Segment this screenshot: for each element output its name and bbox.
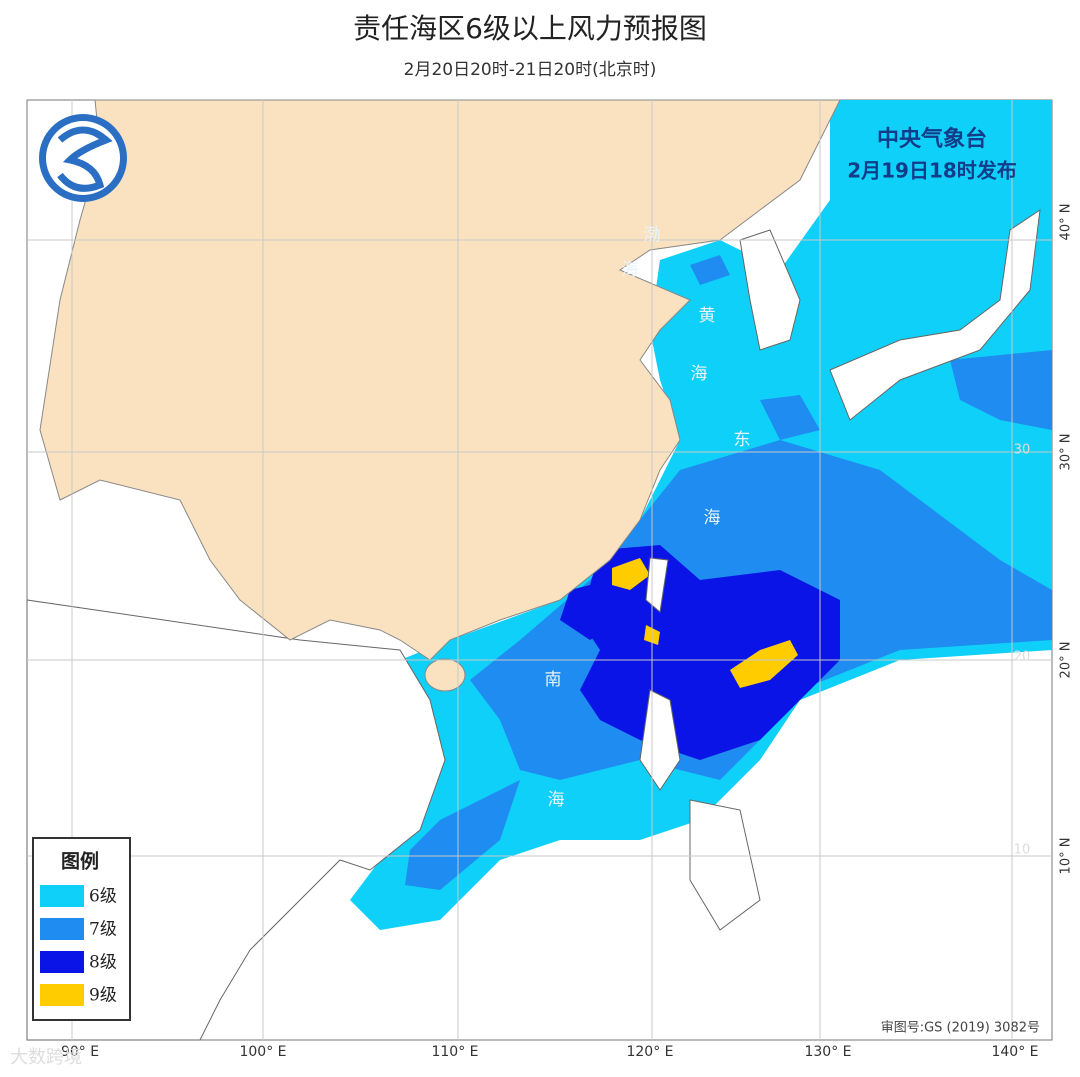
legend-swatch <box>40 984 84 1006</box>
land-hainan <box>424 658 466 692</box>
map: 渤 海 黄 海 东 海 南 海 30 20 10 <box>26 99 1053 1041</box>
logo <box>39 114 127 202</box>
land-japan <box>829 208 1041 421</box>
level-8-area <box>560 545 840 760</box>
lon-label: 130° E <box>804 1044 851 1060</box>
sea-label: 海 <box>548 790 565 810</box>
sea-label: 黄 <box>699 306 716 326</box>
issue-time: 2月19日18时发布 <box>847 159 1017 183</box>
legend-label: 8级 <box>89 953 117 973</box>
lat-label: 10° N <box>1059 838 1074 875</box>
grid-label: 10 <box>1014 843 1031 858</box>
sea-label: 海 <box>691 364 708 384</box>
legend-label: 7级 <box>89 920 117 940</box>
legend-label: 9级 <box>89 986 117 1006</box>
sea-label: 海 <box>704 508 721 528</box>
sea-label: 南 <box>545 670 562 690</box>
grid-label: 30 <box>1014 443 1031 458</box>
level-7-area <box>405 255 1052 890</box>
land-philippines <box>639 689 761 931</box>
legend-label: 6级 <box>89 887 117 907</box>
level-9-area <box>612 558 798 688</box>
lon-label: 100° E <box>239 1044 286 1060</box>
watermark: 大数跨境 <box>10 1047 82 1068</box>
sea-label: 东 <box>734 430 751 450</box>
legend-swatch <box>40 918 84 940</box>
title: 责任海区6级以上风力预报图 <box>353 12 707 45</box>
lat-label: 40° N <box>1059 204 1074 241</box>
legend-swatch <box>40 951 84 973</box>
lon-label: 140° E <box>991 1044 1038 1060</box>
legend-swatch <box>40 885 84 907</box>
legend: 图例 6级 7级 8级 9级 <box>32 837 131 1021</box>
grid-label: 20 <box>1014 650 1031 665</box>
subtitle: 2月20日20时-21日20时(北京时) <box>404 60 657 80</box>
logo-mark <box>57 126 113 192</box>
lat-label: 30° N <box>1059 434 1074 471</box>
land-korea <box>739 229 801 351</box>
lon-label: 120° E <box>626 1044 673 1060</box>
land-southeast-asia <box>26 599 446 1041</box>
issuer: 中央气象台 <box>877 126 987 152</box>
lon-label: 110° E <box>431 1044 478 1060</box>
approval-number: 审图号:GS (2019) 3082号 <box>881 1021 1040 1036</box>
lat-label: 20° N <box>1059 642 1074 679</box>
sea-label: 渤 <box>644 225 661 245</box>
legend-title: 图例 <box>61 850 99 873</box>
sea-label: 海 <box>622 260 639 280</box>
sea-labels: 渤 海 黄 海 东 海 南 海 <box>545 225 751 810</box>
lon-label: 90° E <box>61 1044 99 1060</box>
